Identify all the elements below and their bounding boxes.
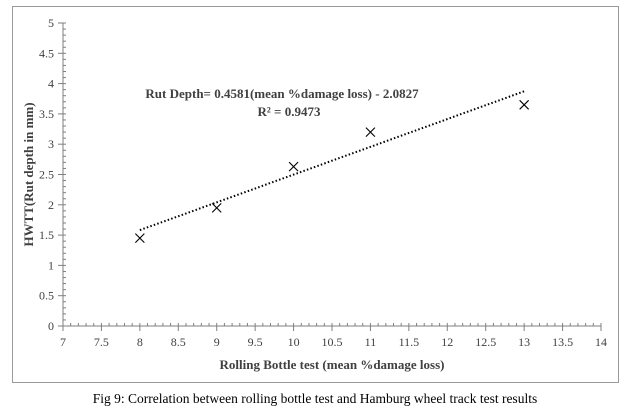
y-tick-label: 3.5	[39, 107, 54, 121]
data-point	[365, 127, 376, 137]
data-point	[288, 161, 299, 172]
y-axis-title: HWTT(Rut depth in mm)	[21, 102, 36, 246]
data-point	[211, 202, 222, 213]
x-tick-label: 11.5	[399, 335, 420, 349]
data-point-stroke	[288, 161, 299, 172]
x-tick-label: 7	[60, 335, 66, 349]
r-squared-label: R² = 0.9473	[258, 104, 321, 119]
x-tick-label: 9.5	[248, 335, 263, 349]
y-tick-label: 5	[48, 16, 54, 30]
scatter-chart: 00.511.522.533.544.557 7.5 8 8.5 9 9.5 10 10.5 1…	[21, 16, 607, 372]
chart-area: 0 0.5 1 1.5 2 2.5 3 3.5 4 4.5 5 7 7.5 8 8.5 9 9.5 10 10.5 1…	[12, 6, 619, 383]
data-point	[519, 99, 530, 110]
x-tick-label: 12.5	[475, 335, 496, 349]
y-tick-label: 2	[48, 198, 54, 212]
y-tick-label: 4	[48, 77, 54, 91]
x-tick-label: 9	[214, 335, 220, 349]
x-tick-label: 8.5	[171, 335, 186, 349]
x-tick-label: 10	[288, 335, 300, 349]
y-tick-label: 2.5	[39, 168, 54, 182]
x-tick-label: 7.5	[94, 335, 109, 349]
data-point-stroke	[211, 202, 222, 213]
data-point-stroke	[365, 127, 376, 137]
y-tick-label: 3	[48, 137, 54, 151]
y-tick-label: 0.5	[39, 289, 54, 303]
y-tick-label: 0	[48, 319, 54, 333]
x-tick-label: 10.5	[322, 335, 343, 349]
x-tick-label: 8	[137, 335, 143, 349]
trendline	[139, 90, 525, 232]
y-tick-label: 1	[48, 258, 54, 272]
data-point-stroke	[519, 99, 530, 110]
x-tick-label: 11	[365, 335, 377, 349]
x-tick-label: 13	[518, 335, 530, 349]
x-tick-label: 13.5	[552, 335, 573, 349]
data-point-stroke	[134, 233, 145, 244]
y-tick-label: 1.5	[39, 228, 54, 242]
data-point	[134, 233, 145, 244]
x-axis-title: Rolling Bottle test (mean %damage loss)	[220, 357, 445, 372]
x-tick-label: 12	[441, 335, 453, 349]
trendline-equation: Rut Depth= 0.4581(mean %damage loss) - 2…	[145, 86, 419, 101]
y-tick-label: 4.5	[39, 46, 54, 60]
x-tick-label: 14	[595, 335, 607, 349]
figure-caption: Fig 9: Correlation between rolling bottl…	[92, 391, 538, 406]
